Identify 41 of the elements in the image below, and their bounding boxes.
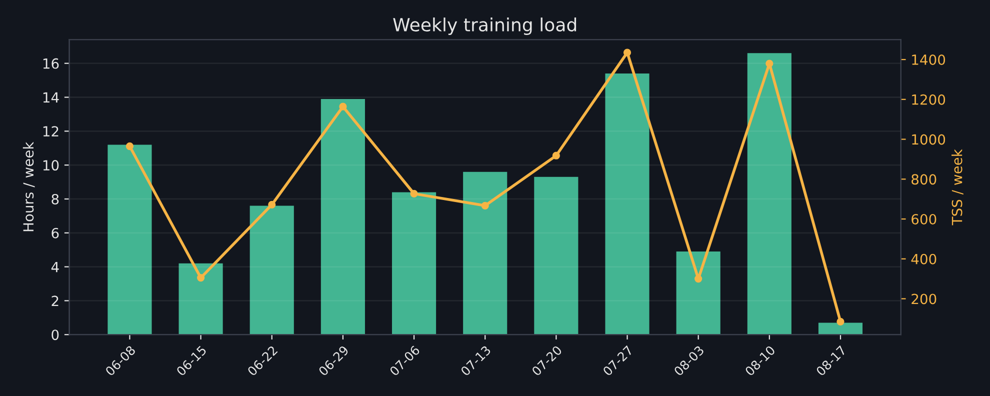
point bbox=[623, 48, 632, 56]
y2-tick-label: 400 bbox=[911, 254, 936, 264]
y-tick-label: 16 bbox=[43, 58, 59, 69]
y-tick-label: 2 bbox=[52, 296, 58, 306]
y-tick-label: 14 bbox=[43, 92, 59, 103]
point bbox=[481, 202, 489, 210]
bar bbox=[320, 98, 365, 335]
y-tick-label: 0 bbox=[52, 330, 59, 340]
y2-axis-title: TSS / week bbox=[952, 149, 964, 226]
y2-tick-label: 800 bbox=[912, 174, 936, 185]
bar bbox=[178, 263, 223, 335]
bar bbox=[463, 172, 508, 335]
point bbox=[339, 102, 347, 110]
y-tick-label: 6 bbox=[52, 228, 59, 238]
point bbox=[410, 190, 418, 198]
bar bbox=[818, 322, 863, 335]
point bbox=[552, 152, 560, 160]
bar bbox=[676, 252, 720, 335]
y-axis-title: Hours / week bbox=[22, 142, 35, 232]
y-tick-label: 4 bbox=[51, 262, 59, 272]
y-tick-label: 12 bbox=[43, 126, 58, 136]
bar bbox=[392, 192, 436, 335]
bar bbox=[108, 144, 152, 335]
y2-tick-label: 600 bbox=[912, 214, 936, 224]
point bbox=[268, 200, 276, 208]
bar bbox=[250, 206, 294, 335]
chart-title: Weekly training load bbox=[393, 18, 576, 36]
point bbox=[836, 318, 844, 326]
point bbox=[766, 60, 774, 68]
y2-tick-label: 1400 bbox=[912, 54, 946, 66]
point bbox=[126, 142, 134, 150]
point bbox=[694, 274, 702, 283]
bar bbox=[534, 176, 578, 335]
y-tick-label: 8 bbox=[52, 194, 59, 204]
point bbox=[196, 274, 205, 282]
bar bbox=[605, 74, 650, 335]
y2-tick-label: 200 bbox=[912, 294, 936, 304]
y-tick-label: 10 bbox=[43, 160, 59, 171]
bar bbox=[747, 53, 792, 335]
y2-tick-label: 1000 bbox=[912, 134, 946, 145]
y2-tick-label: 1200 bbox=[912, 94, 946, 105]
